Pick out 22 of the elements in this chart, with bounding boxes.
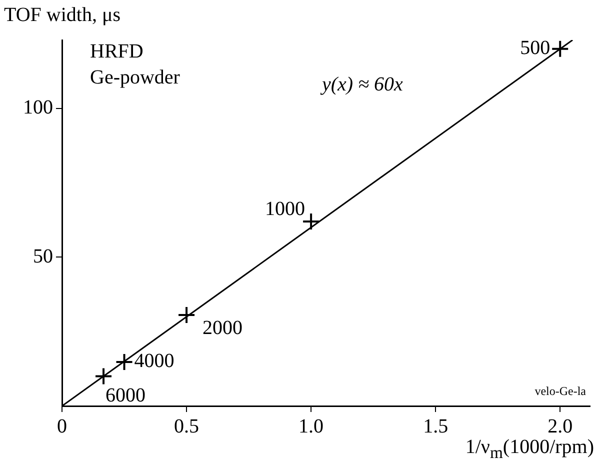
x-tick-label: 0.5 — [174, 415, 200, 438]
annotation: 1000 — [265, 198, 306, 220]
point — [115, 352, 134, 371]
point — [94, 367, 113, 386]
x-tick-label: 0 — [57, 415, 67, 438]
annotation: 2000 — [202, 317, 243, 340]
annotation: Ge-powder — [90, 66, 180, 88]
annotation: y(x) ≈ 60x — [320, 73, 404, 96]
annotation: 4000 — [134, 350, 174, 372]
x-tick-label: 1.5 — [423, 415, 448, 438]
y-axis-title: TOF width, μs — [4, 4, 120, 27]
x-tick-label: 1.0 — [298, 415, 324, 438]
annotation: HRFD — [90, 40, 144, 62]
annotation: 6000 — [106, 384, 146, 406]
annotation: velo-Ge-la — [534, 384, 587, 398]
point — [551, 40, 570, 58]
x-tick-label: 2.0 — [548, 415, 573, 438]
y-tick-label: 50 — [33, 245, 53, 268]
annotation: 500 — [520, 37, 550, 60]
x-axis-title: 1/ν$_{m}$(1000/rpm) — [465, 436, 594, 463]
point — [178, 306, 196, 324]
y-tick-label: 100 — [23, 96, 53, 119]
